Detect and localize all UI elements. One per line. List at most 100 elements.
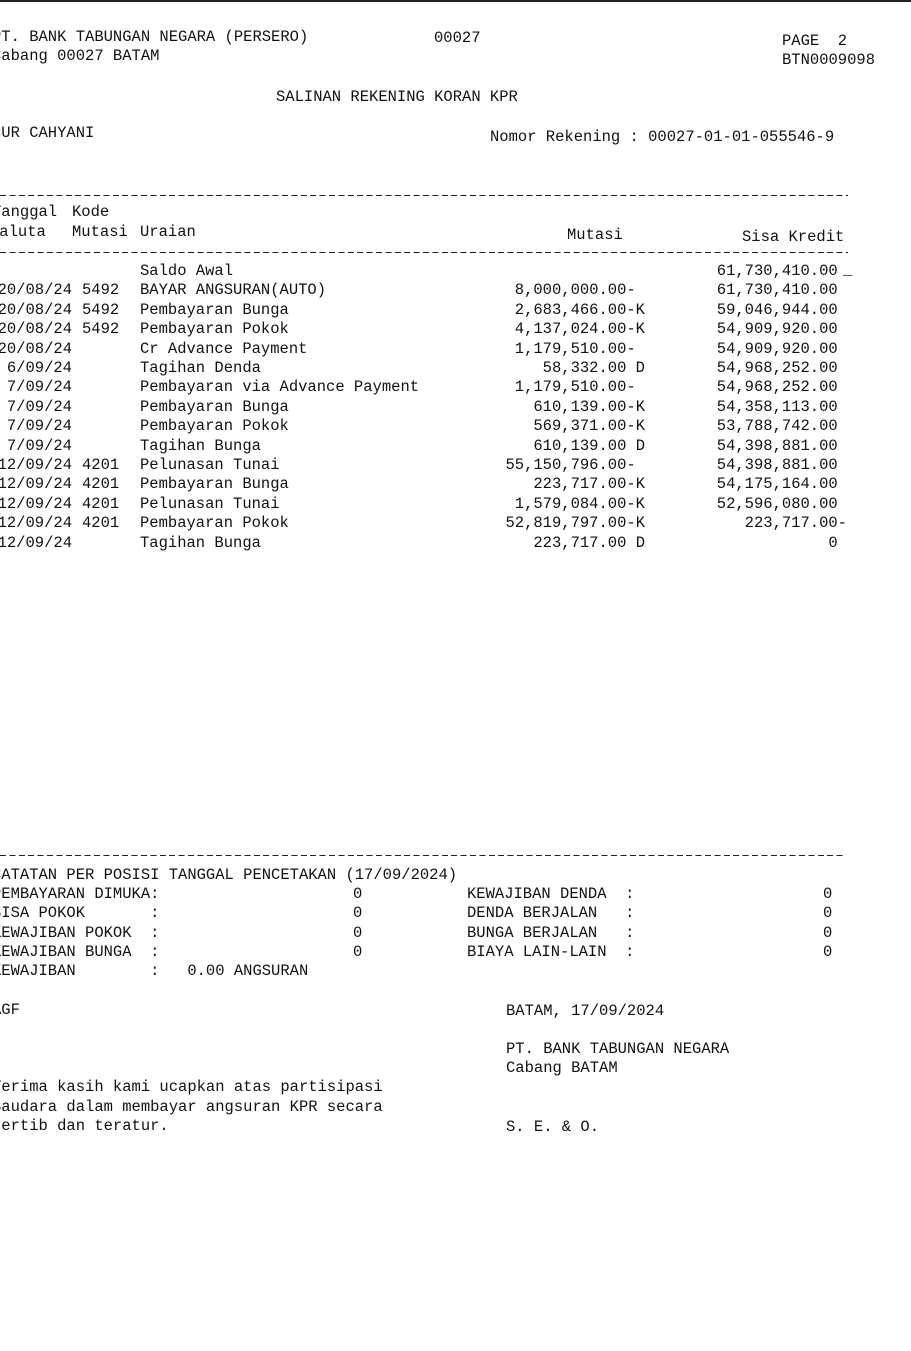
row-description: Tagihan Denda (140, 359, 261, 377)
row-description: Pelunasan Tunai (140, 494, 280, 513)
row-mutasi: 2,683,466.00-K (514, 300, 645, 319)
row-sisa-kredit: 223,717.00- (744, 514, 847, 533)
row-code: 4201 (82, 475, 120, 494)
table-row: 20/08/24 5492 Pembayaran Pokok 4,137,024.00… (0, 320, 911, 339)
header-valuta: Valuta (0, 223, 46, 241)
row-description: Pembayaran Pokok (140, 514, 289, 533)
header-kode: Kode (72, 203, 110, 221)
row-sisa-kredit: 54,358,113.00 (716, 397, 838, 416)
thanks-line-2: Saudara dalam membayar angsuran KPR seca… (0, 1098, 383, 1116)
summary-label: BIAYA LAIN-LAIN : (467, 943, 635, 962)
row-date: 12/09/24 (0, 494, 72, 513)
row-sisa-kredit: 54,909,920.00 (716, 339, 838, 358)
table-row: 12/09/24 4201 Pelunasan Tunai 55,150,796.00… (0, 456, 911, 475)
page-mark: ‾ (843, 274, 853, 292)
table-row: 6/09/24 Tagihan Denda 58,332.00 D 54,968,25… (0, 359, 911, 378)
row-mutasi: 52,819,797.00-K (505, 514, 645, 533)
row-date: 12/09/24 (0, 456, 72, 474)
row-mutasi: 58,332.00 D (542, 359, 645, 377)
table-row: Saldo Awal 61,730,410.00 (0, 262, 911, 281)
row-date: 20/08/24 (0, 339, 72, 358)
summary-label: KEWAJIBAN POKOK : (0, 923, 160, 942)
header-mutasi: Mutasi (567, 226, 623, 244)
table-row: 20/08/24 5492 Pembayaran Bunga 2,683,466.00… (0, 301, 911, 320)
row-sisa-kredit: 61,730,410.00 (716, 262, 838, 280)
summary-label: BUNGA BERJALAN : (467, 923, 635, 942)
row-date: 20/08/24 (0, 320, 72, 339)
summary-value: 0 (823, 885, 833, 903)
table-row: 7/09/24 Tagihan Bunga 610,139.00 D 54,398,8… (0, 437, 911, 456)
row-code: 4201 (82, 514, 120, 533)
row-sisa-kredit: 54,909,920.00 (716, 320, 838, 339)
summary-label: PEMBAYARAN DIMUKA: (0, 885, 160, 903)
table-row: 7/09/24 Pembayaran via Advance Payment 1,1… (0, 378, 911, 397)
header-mutasi-code: Mutasi (72, 223, 128, 241)
row-sisa-kredit: 54,968,252.00 (716, 378, 838, 397)
page-number: PAGE 2 (782, 32, 848, 50)
row-mutasi: 55,150,796.00- (505, 456, 636, 474)
row-code: 5492 (82, 300, 120, 319)
signer-bank: PT. BANK TABUNGAN NEGARA (506, 1040, 730, 1058)
row-code: 5492 (82, 320, 120, 339)
summary-value: 0 (353, 885, 363, 903)
summary-label: KEWAJIBAN DENDA : (467, 885, 635, 903)
row-mutasi: 1,579,084.00-K (514, 494, 645, 513)
row-description: Tagihan Bunga (140, 533, 261, 552)
row-mutasi: 610,139.00 D (533, 436, 645, 455)
signer-branch: Cabang BATAM (506, 1059, 618, 1077)
row-sisa-kredit: 52,596,080.00 (716, 494, 838, 513)
table-row: 7/09/24 Pembayaran Pokok 569,371.00-K 53,78… (0, 417, 911, 436)
header-sisa-kredit: Sisa Kredit (742, 228, 845, 246)
row-sisa-kredit: 54,175,164.00 (716, 475, 838, 494)
row-sisa-kredit: 61,730,410.00 (716, 281, 838, 300)
row-mutasi: 223,717.00 D (533, 533, 645, 552)
summary-title: CATATAN PER POSISI TANGGAL PENCETAKAN (1… (0, 866, 458, 884)
row-sisa-kredit: 54,398,881.00 (716, 436, 838, 455)
summary-value: 0 (353, 943, 363, 962)
separator (0, 252, 848, 253)
row-description: Tagihan Bunga (140, 436, 261, 455)
row-date: 7/09/24 (6, 378, 72, 397)
row-description: Cr Advance Payment (140, 339, 308, 358)
table-row: 12/09/24 4201 Pembayaran Pokok 52,819,797.0… (0, 514, 911, 533)
table-row: 12/09/24 Tagihan Bunga 223,717.00 D 0 (0, 534, 911, 553)
row-description: Pembayaran via Advance Payment (140, 378, 420, 397)
footer-code: AGF (0, 1001, 20, 1019)
row-date: 12/09/24 (0, 514, 72, 533)
row-description: Pembayaran Bunga (140, 300, 289, 319)
place-date: BATAM, 17/09/2024 (506, 1002, 665, 1020)
row-description: Pembayaran Bunga (140, 475, 289, 494)
row-sisa-kredit: 53,788,742.00 (716, 417, 838, 436)
row-description: Pembayaran Pokok (140, 417, 289, 436)
row-mutasi: 8,000,000.00- (514, 281, 636, 300)
row-date: 6/09/24 (6, 359, 72, 377)
account-number: Nomor Rekening : 00027-01-01-055546-9 (490, 128, 835, 146)
thanks-line-3: tertib dan teratur. (0, 1117, 169, 1135)
row-description: BAYAR ANGSURAN(AUTO) (140, 281, 327, 300)
table-row: 7/09/24 Pembayaran Bunga 610,139.00-K 54,35… (0, 398, 911, 417)
row-mutasi: 223,717.00-K (533, 475, 645, 494)
header-tanggal: Tanggal (0, 203, 58, 221)
row-description: Pelunasan Tunai (140, 456, 280, 474)
row-description: Pembayaran Bunga (140, 397, 289, 416)
row-mutasi: 4,137,024.00-K (514, 320, 645, 339)
separator (0, 195, 848, 196)
table-row: 20/08/24 5492 BAYAR ANGSURAN(AUTO) 8,000,00… (0, 281, 911, 300)
branch-code: 00027 (434, 29, 481, 47)
document-id: BTN0009098 (782, 51, 876, 69)
summary-value: 0 (823, 923, 833, 942)
summary-value: 0 (353, 904, 363, 923)
row-date: 20/08/24 (0, 300, 72, 319)
row-date: 7/09/24 (6, 397, 72, 416)
bank-name: PT. BANK TABUNGAN NEGARA (PERSERO) (0, 28, 309, 46)
summary-label: DENDA BERJALAN : (467, 904, 635, 923)
row-date: 12/09/24 (0, 533, 72, 552)
row-mutasi: 610,139.00-K (533, 397, 645, 416)
row-code: 4201 (82, 456, 120, 474)
header-uraian: Uraian (140, 223, 196, 241)
row-mutasi: 1,179,510.00- (514, 378, 636, 397)
customer-name: NUR CAHYANI (0, 124, 95, 142)
row-date: 7/09/24 (6, 436, 72, 455)
summary-kewajiban: KEWAJIBAN : 0.00 ANGSURAN (0, 962, 309, 980)
row-date: 20/08/24 (0, 281, 72, 300)
